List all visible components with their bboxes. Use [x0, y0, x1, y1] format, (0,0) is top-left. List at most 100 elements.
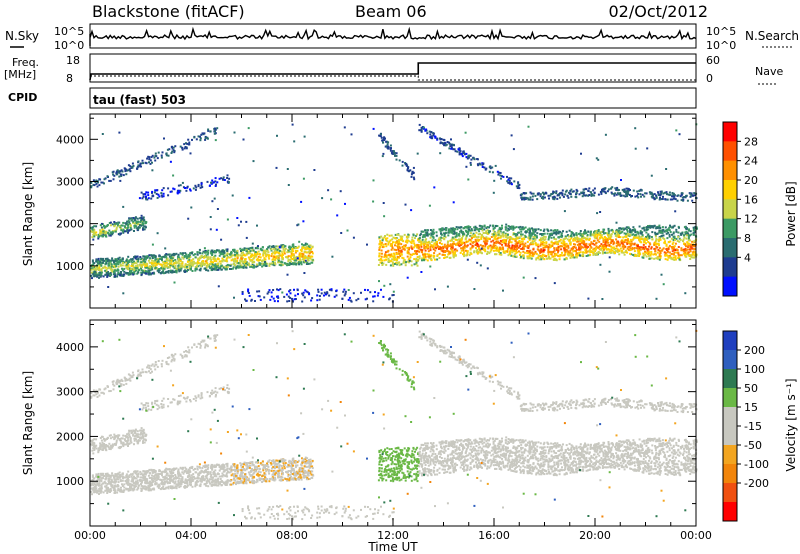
power-echo	[261, 265, 264, 268]
power-echo	[420, 243, 423, 246]
power-echo	[643, 240, 646, 243]
power-echo	[658, 258, 661, 261]
power-echo	[607, 188, 610, 191]
power-echo	[140, 191, 143, 194]
power-echo	[656, 257, 659, 260]
power-echo	[648, 237, 651, 240]
power-echo	[142, 261, 145, 264]
power-echo	[401, 160, 404, 163]
power-echo	[91, 277, 93, 280]
power-echo	[523, 198, 526, 200]
power-echo	[210, 261, 213, 264]
power-echo	[422, 234, 425, 237]
power-echo	[102, 257, 104, 260]
power-echo	[103, 178, 106, 181]
power-echo	[670, 253, 673, 255]
power-echo	[249, 265, 252, 268]
power-echo	[492, 243, 495, 246]
power-echo	[575, 256, 578, 259]
power-echo	[527, 244, 530, 247]
power-echo	[638, 236, 641, 239]
power-echo	[505, 240, 508, 243]
power-echo	[518, 236, 521, 239]
power-echo	[673, 245, 676, 248]
power-echo	[395, 253, 398, 256]
power-echo	[686, 248, 689, 251]
power-echo	[100, 181, 103, 184]
power-echo	[674, 198, 677, 201]
power-echo	[143, 263, 146, 266]
power-echo	[104, 233, 107, 236]
power-echo	[628, 194, 631, 196]
power-echo	[416, 256, 419, 258]
power-echo	[111, 233, 114, 236]
power-echo	[294, 251, 297, 254]
power-echo	[684, 249, 687, 252]
power-echo	[660, 235, 663, 237]
power-echo	[520, 247, 523, 250]
power-echo	[532, 228, 535, 231]
power-echo	[596, 235, 599, 238]
power-echo	[107, 271, 109, 273]
power-echo	[453, 148, 456, 151]
power-echo	[125, 258, 128, 261]
power-echo	[694, 245, 697, 248]
power-echo	[597, 230, 600, 233]
power-echo	[520, 237, 523, 240]
power-echo	[638, 238, 641, 241]
power-echo	[647, 233, 650, 236]
power-echo	[669, 193, 672, 196]
power-echo	[496, 249, 499, 252]
power-echo	[656, 227, 659, 229]
power-echo	[640, 235, 643, 238]
power-echo	[93, 275, 96, 277]
power-echo	[130, 258, 132, 261]
power-echo	[479, 163, 482, 166]
power-echo	[531, 253, 534, 256]
power-echo	[648, 251, 651, 254]
power-echo	[611, 239, 614, 242]
power-echo	[682, 252, 685, 255]
power-echo	[163, 262, 166, 265]
power-echo	[109, 234, 112, 237]
power-echo	[267, 255, 270, 258]
power-echo	[235, 252, 238, 255]
power-echo	[387, 260, 390, 263]
power-echo	[188, 258, 191, 261]
power-echo	[580, 238, 583, 241]
power-echo	[608, 233, 611, 236]
freq-label: Freq.	[12, 56, 39, 69]
power-echo	[248, 264, 251, 267]
power-echo	[497, 173, 500, 176]
power-echo	[420, 245, 423, 248]
power-echo	[579, 243, 582, 246]
power-echo	[114, 269, 117, 272]
power-echo	[90, 268, 92, 271]
power-echo	[408, 261, 410, 264]
power-echo	[541, 242, 544, 245]
power-echo	[235, 254, 238, 257]
power-echo	[678, 240, 681, 243]
power-echo	[693, 248, 696, 251]
power-echo	[310, 258, 313, 261]
power-echo	[524, 245, 527, 248]
power-echo	[151, 272, 154, 275]
power-echo	[454, 238, 457, 241]
power-echo	[119, 264, 122, 267]
power-echo	[512, 255, 515, 258]
power-echo	[443, 243, 446, 246]
power-echo	[286, 262, 289, 265]
power-echo	[671, 198, 674, 201]
power-echo	[677, 257, 680, 259]
power-echo	[425, 129, 428, 132]
power-echo	[612, 246, 615, 249]
power-echo	[467, 156, 470, 159]
power-echo	[452, 242, 454, 245]
power-echo	[403, 245, 406, 248]
power-echo	[492, 229, 495, 232]
power-echo	[111, 231, 114, 234]
power-echo	[129, 226, 132, 229]
power-echo	[130, 228, 133, 231]
power-echo	[558, 239, 561, 242]
power-echo	[518, 183, 521, 186]
